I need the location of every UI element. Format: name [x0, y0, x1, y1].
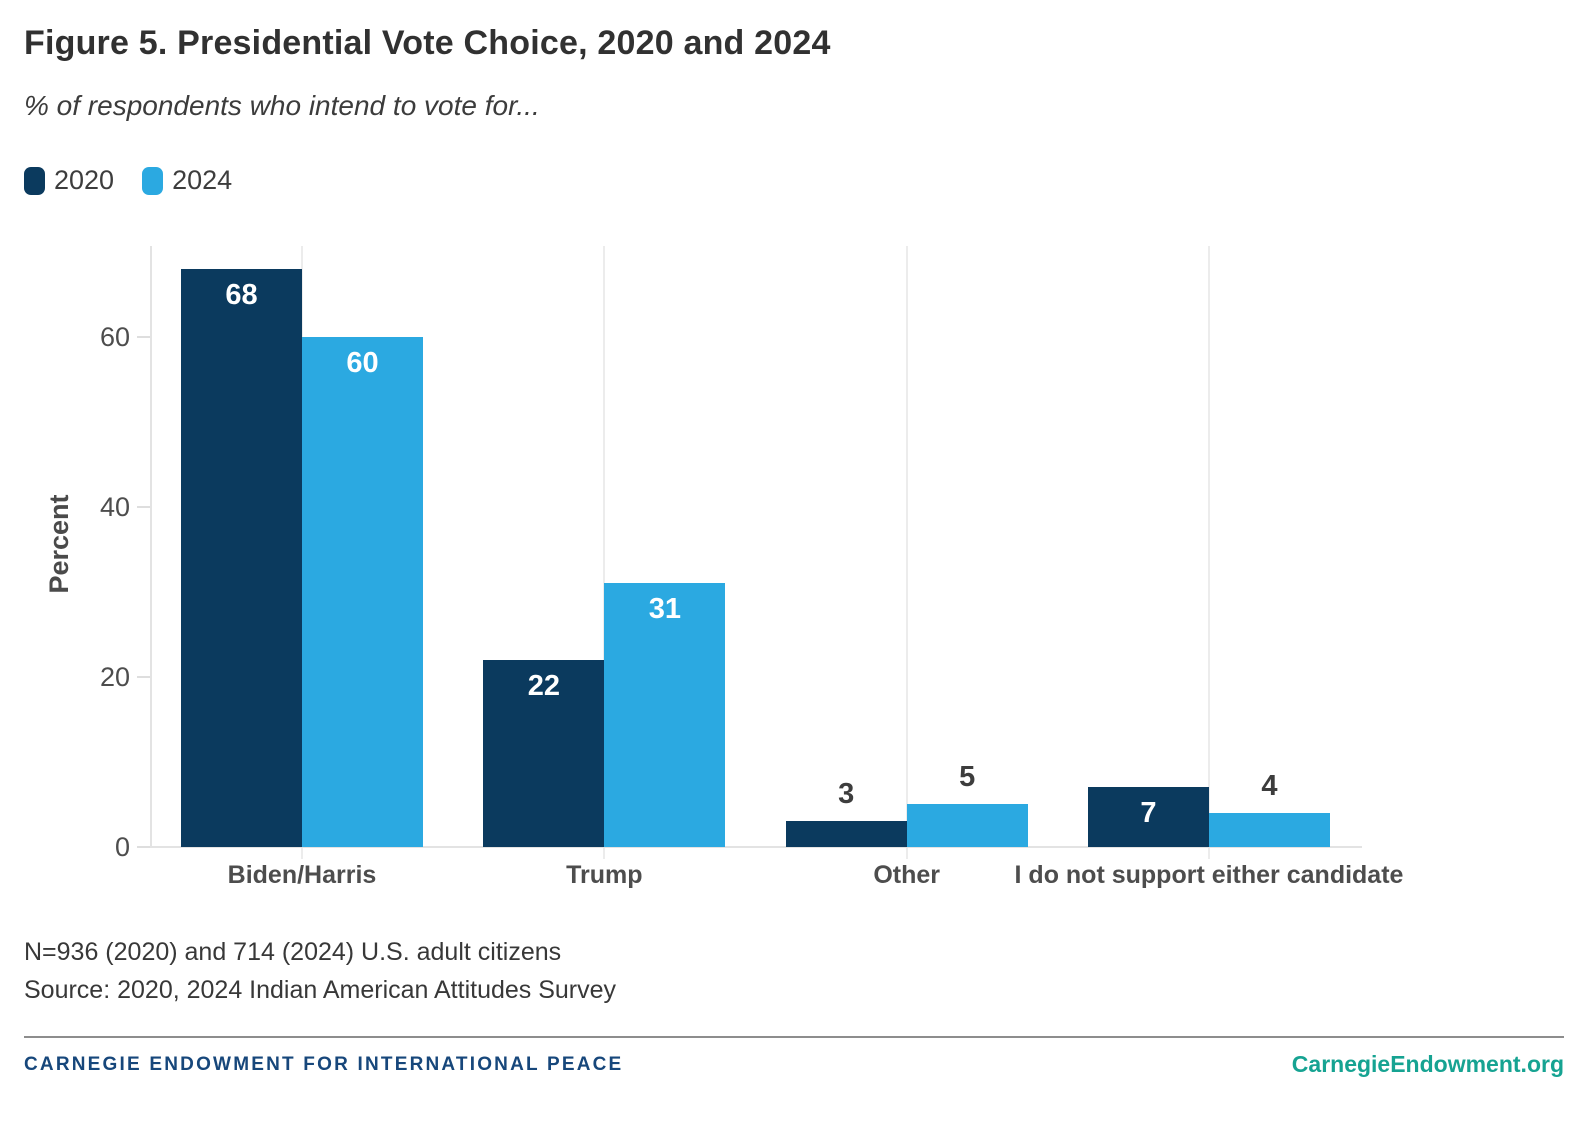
bar-value-trump-2024: 31: [648, 593, 681, 625]
org-name: CARNEGIE ENDOWMENT FOR INTERNATIONAL PEA…: [24, 1054, 624, 1075]
sample-size-note: N=936 (2020) and 714 (2024) U.S. adult c…: [24, 938, 562, 966]
x-axis-line: [150, 846, 1362, 848]
bar-i-do-not-support-either-candidate-2020: [1087, 787, 1209, 847]
bar-value-i-do-not-support-either-candidate-2024: 4: [1261, 770, 1278, 802]
y-tick-40: [137, 506, 151, 508]
x-category-label-biden-harris: Biden/Harris: [227, 861, 377, 889]
bar-biden-harris-2024: [302, 337, 423, 847]
legend-swatch-2020-icon: [24, 166, 45, 195]
legend-item-2024: 2024: [142, 165, 232, 196]
legend-label-2020: 2020: [54, 165, 115, 195]
bar-other-2024: [906, 804, 1028, 847]
bar-trump-2024: [604, 583, 726, 847]
source-note: Source: 2020, 2024 Indian American Attit…: [24, 976, 617, 1004]
chart-legend: 2020 2024: [24, 165, 232, 196]
y-axis-title: Percent: [44, 494, 74, 594]
y-axis-line: [150, 246, 152, 848]
figure-title: Figure 5. Presidential Vote Choice, 2020…: [24, 24, 831, 62]
bar-value-trump-2020: 22: [527, 670, 560, 702]
bar-trump-2020: [483, 660, 605, 847]
footer-divider: [24, 1036, 1564, 1038]
bar-value-biden-harris-2024: 60: [346, 347, 379, 379]
y-tick-label-40: 40: [99, 492, 130, 522]
bar-i-do-not-support-either-candidate-2024: [1208, 813, 1330, 847]
bar-value-i-do-not-support-either-candidate-2020: 7: [1140, 797, 1157, 829]
bar-biden-harris-2020: [181, 269, 302, 847]
y-tick-label-20: 20: [99, 662, 130, 692]
gridline-trump: [603, 246, 606, 859]
y-tick-label-0: 0: [114, 832, 130, 862]
gridline-i-do-not-support-either-candidate: [1207, 246, 1210, 859]
legend-label-2024: 2024: [172, 165, 233, 195]
bar-value-other-2024: 5: [959, 761, 976, 793]
legend-swatch-2024-icon: [142, 166, 164, 195]
bar-value-other-2020: 3: [838, 778, 855, 810]
y-tick-60: [137, 336, 151, 338]
y-tick-label-60: 60: [99, 322, 130, 352]
legend-item-2020: 2020: [24, 165, 114, 196]
website-link[interactable]: CarnegieEndowment.org: [1291, 1051, 1564, 1077]
x-category-label-i-do-not-support-either-candidate: I do not support either candidate: [1014, 861, 1404, 889]
bar-other-2020: [785, 821, 907, 847]
x-category-label-trump: Trump: [566, 861, 643, 889]
figure-subtitle: % of respondents who intend to vote for.…: [24, 90, 540, 121]
bar-value-biden-harris-2020: 68: [225, 279, 258, 311]
y-tick-20: [137, 676, 151, 678]
y-tick-0: [137, 846, 151, 848]
gridline-other: [905, 246, 908, 859]
x-category-label-other: Other: [873, 861, 940, 889]
